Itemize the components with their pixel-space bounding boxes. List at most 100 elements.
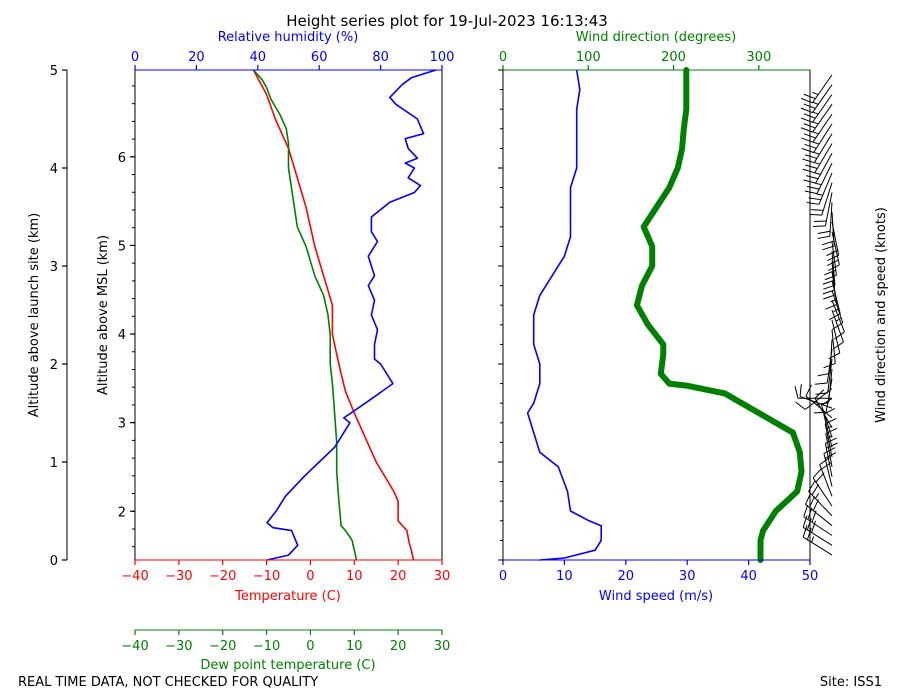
wind-barb-half-28: [833, 308, 840, 313]
wind-barb-feather-27-0: [832, 322, 844, 330]
wind-barb-half-46: [812, 121, 819, 125]
wind-barb-half-41: [814, 172, 821, 175]
wind-barb-feather-7-1: [824, 452, 837, 459]
wind-barb-staff-9: [825, 433, 833, 467]
temp-axis-title: Temperature (C): [234, 589, 341, 604]
dewpoint-tick-label-3: −10: [253, 639, 280, 654]
wind-barb-feather-31-0: [823, 284, 836, 290]
wind-barb-feather-49-0: [800, 97, 813, 104]
wind-barb-staff-45: [812, 113, 833, 143]
wind-barb-staff-41: [815, 153, 833, 184]
wind-barb-feather-30-1: [822, 289, 835, 295]
wind-barb-feather-40-0: [804, 190, 818, 195]
wind-barb-staff-48: [812, 84, 833, 113]
wind-barb-feather-20-0: [815, 392, 828, 395]
wind-barb-feather-39-0: [806, 201, 820, 205]
wind-barb-feather-36-0: [817, 235, 830, 239]
wind-barb-feather-46-1: [803, 123, 816, 129]
wind-barb-feather-25-0: [832, 341, 844, 350]
wind-barb-half-27: [835, 317, 842, 322]
wind-barb-feather-19-0: [816, 402, 829, 406]
wind-speed-axis-title: Wind speed (m/s): [599, 589, 713, 604]
rh-tick-label-2: 40: [250, 50, 267, 65]
wind-barb-half-49: [812, 91, 819, 96]
wind-barb-feather-35-0: [822, 245, 835, 251]
wind-direction-axis-title: Wind direction (degrees): [576, 30, 736, 45]
wind-barb-staff-46: [812, 104, 833, 133]
wind-barb-staff-19: [828, 368, 833, 403]
temp-tick-label-2: −20: [209, 569, 236, 584]
wind-barb-half-4: [814, 493, 820, 499]
wind-axes-group: 0 10 20 30 40 50 0 100 200 300: [498, 50, 818, 584]
wind-barb-staff-4: [808, 490, 833, 517]
dew-point-line: [252, 69, 358, 561]
dewpoint-tick-label-0: −40: [121, 639, 148, 654]
wind-barb-staff-23: [831, 329, 836, 364]
wind-barb-feather-37-1: [813, 220, 827, 223]
wind-barb-feather-15-0: [799, 384, 802, 397]
wind-barb-feather-33-0: [828, 264, 840, 271]
rh-tick-label-1: 20: [188, 50, 205, 65]
wind-barb-feather-43-0: [802, 158, 815, 164]
launch-altitude-axis-title: Altitude above launch site (km): [27, 213, 42, 417]
wind-barb-staff-8: [824, 443, 833, 477]
wind-barb-feather-5-0: [812, 468, 822, 479]
wind-barb-staff-47: [812, 94, 833, 123]
wind-barb-feather-9-0: [825, 427, 838, 434]
speed-tick-label-4: 40: [740, 569, 757, 584]
wind-barb-feather-40-1: [806, 186, 820, 190]
wind-barb-staff-32: [831, 241, 837, 276]
wind-barb-feather-48-1: [803, 103, 816, 109]
wind-barbs-group: [794, 74, 845, 556]
wind-barb-half-40: [815, 182, 822, 186]
wind-barb-staff-35: [831, 212, 835, 247]
launch-alt-tick-label-0: 0: [50, 554, 58, 569]
wind-barb-half-47: [812, 111, 819, 115]
wind-barb-feather-49-1: [803, 93, 816, 100]
direction-tick-label-2: 200: [661, 50, 686, 65]
dewpoint-tick-label-6: 20: [390, 639, 407, 654]
launch-alt-tick-label-1: 1: [50, 456, 58, 471]
wind-barb-feather-2-1: [807, 507, 813, 520]
wind-barb-feather-38-1: [810, 209, 824, 211]
wind-barb-feather-1-1: [806, 518, 812, 531]
wind-barb-staff-49: [812, 74, 833, 104]
wind-barb-feather-11-0: [823, 408, 835, 415]
wind-barb-feather-44-1: [804, 143, 817, 149]
wind-barb-feather-45-0: [801, 137, 814, 143]
launch-alt-tick-label-3: 3: [50, 260, 58, 275]
dewpoint-tick-label-5: 10: [346, 639, 363, 654]
dewpoint-tick-label-2: −20: [209, 639, 236, 654]
rh-tick-label-4: 80: [372, 50, 389, 65]
relative-humidity-line: [266, 69, 437, 561]
wind-barb-feather-34-0: [827, 254, 839, 261]
wind-barb-staff-36: [829, 202, 833, 237]
dewpoint-tick-label-4: 0: [306, 639, 314, 654]
wind-barb-half-45: [812, 131, 819, 135]
launch-alt-tick-label-2: 2: [50, 358, 58, 373]
wind-barb-staff-1: [802, 526, 833, 546]
rh-tick-label-5: 100: [430, 50, 455, 65]
wind-barb-feather-2-0: [803, 504, 809, 517]
wind-barb-staff-30: [831, 261, 836, 296]
wind-barb-feather-41-0: [803, 179, 816, 184]
wind-barb-feather-38-0: [809, 213, 822, 216]
rh-axis-title: Relative humidity (%): [218, 30, 359, 45]
quality-disclaimer: REAL TIME DATA, NOT CHECKED FOR QUALITY: [18, 675, 318, 690]
speed-tick-label-0: 0: [499, 569, 507, 584]
wind-barb-feather-46-0: [800, 127, 813, 133]
wind-barb-feather-32-1: [824, 269, 836, 276]
msl-alt-tick-label-1: 3: [118, 417, 126, 432]
wind-barb-feather-45-1: [803, 133, 816, 139]
wind-barb-half-44: [812, 141, 820, 145]
wind-barb-feather-4-0: [808, 480, 816, 492]
site-label: Site: ISS1: [820, 675, 882, 690]
wind-barb-feather-41-1: [805, 175, 819, 180]
temp-tick-label-4: 0: [306, 569, 314, 584]
wind-barb-feather-23-0: [823, 363, 836, 369]
thermo-axes-group: −40 −30 −20 −10 0 10 20 30−40 −30 −20 −10 0 10 20 300 2…: [50, 50, 455, 654]
msl-alt-tick-label-3: 5: [118, 239, 126, 254]
wind-barb-feather-37-0: [812, 225, 826, 227]
wind-barb-staff-10: [824, 423, 833, 458]
